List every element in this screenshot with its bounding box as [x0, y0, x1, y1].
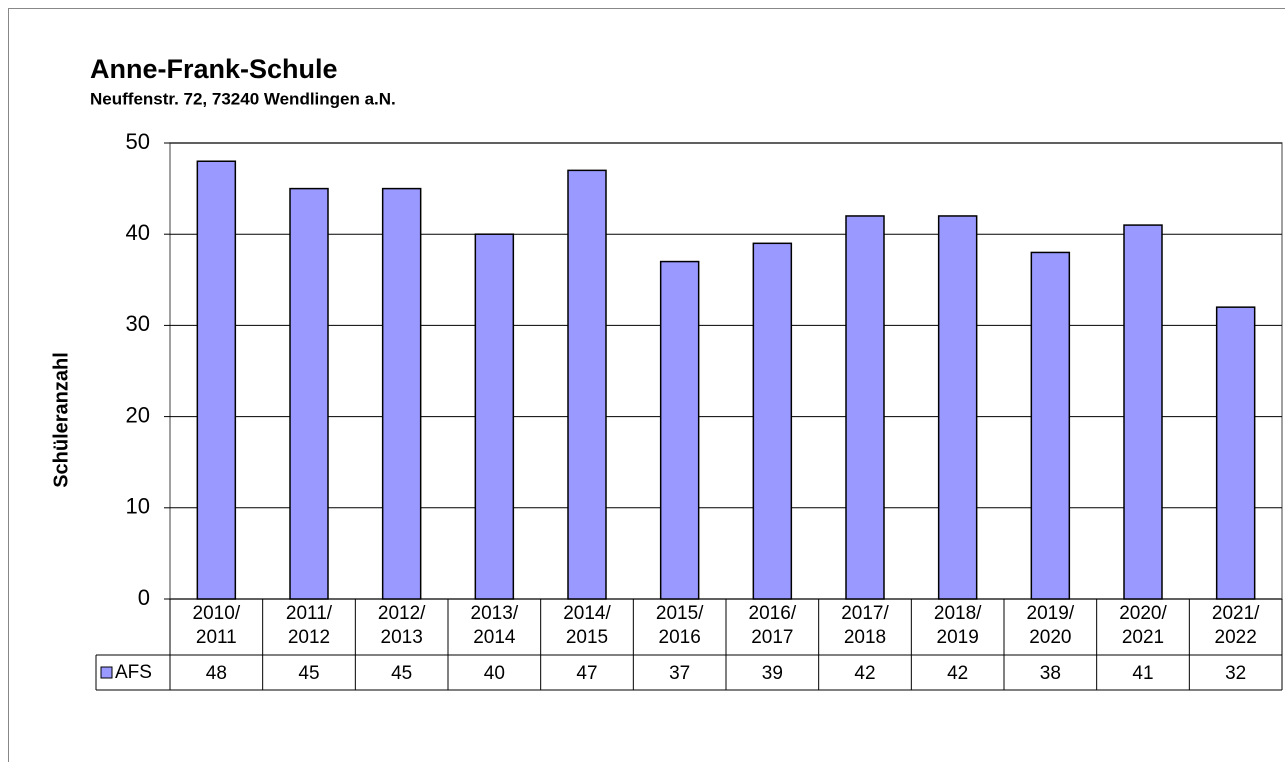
x-tick-label: 2020/ 2021	[1119, 603, 1167, 648]
x-tick-label: 2014/ 2015	[563, 603, 611, 648]
table-value: 42	[854, 663, 875, 684]
table-value: 41	[1132, 663, 1153, 684]
x-tick-label: 2011/ 2012	[285, 603, 333, 648]
bar	[845, 215, 885, 600]
bar	[474, 233, 515, 600]
y-tick-label: 40	[126, 220, 150, 245]
x-tick-label: 2017/ 2018	[841, 603, 889, 648]
table-value: 40	[484, 663, 505, 684]
bar	[659, 260, 700, 600]
x-tick-label: 2012/ 2013	[377, 603, 426, 648]
frame	[8, 8, 1285, 762]
table-value: 39	[762, 663, 783, 684]
x-tick-label: 2016/ 2017	[748, 603, 797, 648]
y-tick-label: 10	[126, 494, 150, 519]
table-value: 47	[576, 663, 597, 684]
bar	[381, 187, 422, 600]
bar	[289, 187, 329, 600]
bar	[567, 169, 607, 600]
bar	[1215, 306, 1256, 600]
bar	[937, 215, 978, 600]
bar	[196, 160, 237, 600]
table-value: 32	[1225, 663, 1246, 684]
x-tick-label: 2013/ 2014	[470, 603, 519, 648]
table-value: 45	[391, 663, 412, 684]
x-tick-label: 2018/ 2019	[933, 603, 982, 648]
bar	[752, 242, 793, 600]
table-value: 38	[1040, 663, 1061, 684]
x-tick-label: 2019/ 2020	[1026, 603, 1075, 648]
table-value: 37	[669, 663, 690, 684]
bar	[1030, 251, 1071, 600]
x-tick-label: 2021/ 2022	[1211, 603, 1260, 648]
table-value: 45	[298, 663, 319, 684]
plot-area	[169, 142, 1283, 600]
legend-label: AFS	[115, 662, 152, 683]
y-tick-label: 30	[126, 311, 150, 336]
chart-title: Anne-Frank-Schule	[90, 54, 338, 84]
table-value: 48	[206, 663, 227, 684]
x-tick-label: 2015/ 2016	[655, 603, 704, 648]
y-tick-label: 20	[126, 402, 150, 427]
y-tick-label: 0	[138, 585, 150, 610]
bar	[1123, 224, 1163, 600]
y-axis-title: Schüleranzahl	[50, 352, 72, 488]
legend-swatch	[100, 666, 113, 679]
y-tick-label: 50	[126, 129, 150, 154]
x-tick-label: 2010/ 2011	[192, 603, 241, 648]
chart-subtitle: Neuffenstr. 72, 73240 Wendlingen a.N.	[90, 89, 396, 108]
table-value: 42	[947, 663, 968, 684]
